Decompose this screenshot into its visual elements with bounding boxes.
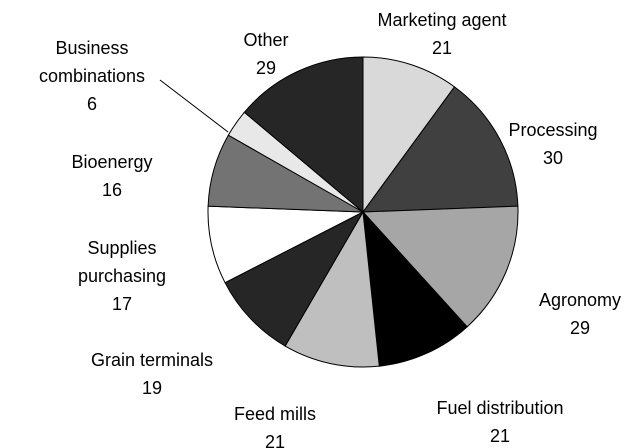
value-label: 19 [141, 378, 163, 398]
slice-label: Business combinations 6 [12, 34, 172, 118]
slice-label: Fuel distribution 21 [400, 394, 600, 448]
pie-slice [361, 86, 519, 213]
value-label: 16 [101, 180, 123, 200]
slice-label: Marketing agent 21 [342, 6, 542, 62]
slice-label: Grain terminals 19 [62, 346, 242, 402]
value-label: 30 [542, 148, 564, 168]
value-label: 21 [489, 426, 511, 446]
category-name: Feed mills [233, 404, 317, 424]
category-name: Marketing agent [377, 10, 507, 30]
slice-label: Agronomy 29 [510, 286, 643, 342]
category-name: Processing [508, 120, 598, 140]
category-name: Other [243, 30, 289, 50]
category-name: Supplies purchasing [77, 238, 167, 286]
value-label: 29 [569, 318, 591, 338]
category-name: Agronomy [538, 290, 622, 310]
category-name: Fuel distribution [436, 398, 564, 418]
pie-slice [362, 210, 468, 367]
value-label: 17 [111, 294, 133, 314]
slice-label: Feed mills 21 [205, 400, 345, 448]
pie-slice [224, 210, 365, 347]
category-name: Bioenergy [71, 152, 153, 172]
slice-label: Supplies purchasing 17 [67, 234, 177, 318]
category-name: Grain terminals [90, 350, 214, 370]
pie-slice [284, 210, 380, 368]
slice-label: Processing 30 [483, 116, 623, 172]
value-label: 21 [264, 432, 286, 448]
pie-slice [362, 56, 456, 214]
value-label: 6 [86, 94, 97, 114]
slice-label: Other 29 [216, 26, 316, 82]
pie-slice [243, 56, 364, 214]
slice-label: Bioenergy 16 [52, 148, 172, 204]
value-label: 29 [255, 58, 277, 78]
pie-slice [361, 205, 519, 328]
category-name: Business combinations [38, 38, 146, 86]
value-label: 21 [431, 38, 453, 58]
leader-line [159, 79, 229, 133]
